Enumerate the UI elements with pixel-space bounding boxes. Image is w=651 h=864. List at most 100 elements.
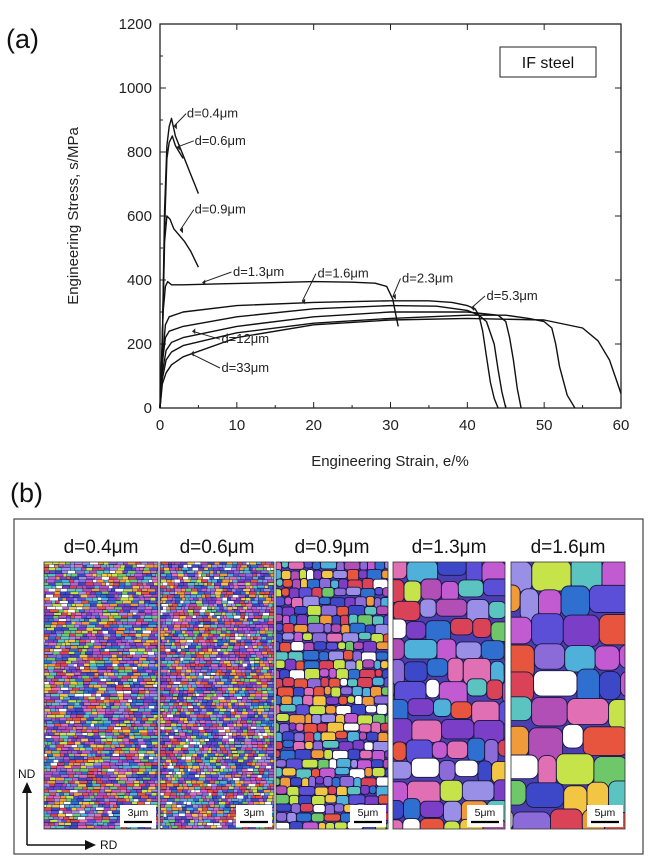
- grain: [261, 651, 268, 655]
- grain: [211, 579, 218, 584]
- grain: [106, 780, 112, 784]
- grain: [435, 598, 468, 617]
- grain: [222, 675, 229, 679]
- grain: [196, 735, 202, 739]
- grain: [251, 639, 256, 643]
- scale-bar-label: 3μm: [244, 807, 265, 819]
- grain: [48, 816, 54, 820]
- grain: [268, 603, 274, 608]
- grain: [65, 672, 75, 676]
- grain: [161, 639, 167, 643]
- grain: [89, 801, 96, 805]
- grain: [358, 631, 372, 641]
- grain: [226, 771, 232, 776]
- grain: [316, 722, 328, 733]
- grain: [132, 594, 139, 598]
- grain: [78, 579, 86, 583]
- grain: [150, 570, 157, 574]
- grain: [242, 729, 248, 734]
- grain: [148, 753, 156, 757]
- grain: [46, 798, 55, 802]
- grain: [199, 693, 204, 697]
- grain: [184, 612, 189, 616]
- grain: [76, 714, 84, 718]
- grain: [221, 825, 229, 829]
- grain: [104, 648, 110, 652]
- grain: [186, 816, 194, 820]
- grain: [212, 729, 219, 734]
- grain: [122, 570, 128, 574]
- grain: [256, 570, 262, 575]
- grain: [180, 579, 184, 583]
- grain: [140, 696, 146, 700]
- grain: [48, 732, 55, 736]
- grain: [184, 795, 191, 799]
- grain: [233, 666, 239, 671]
- grain: [55, 792, 60, 797]
- grain: [160, 579, 167, 583]
- grain: [171, 744, 176, 748]
- grain: [87, 630, 92, 634]
- grain: [331, 777, 341, 788]
- grain: [261, 636, 267, 641]
- grain: [193, 708, 199, 712]
- grain: [119, 579, 126, 583]
- grain: [182, 618, 187, 623]
- grain: [179, 600, 185, 604]
- grain: [132, 672, 141, 676]
- grain: [103, 747, 112, 751]
- grain: [359, 749, 373, 760]
- grain: [218, 819, 223, 824]
- grain: [210, 657, 217, 661]
- grain: [271, 669, 274, 674]
- grain: [84, 762, 94, 767]
- grain: [88, 810, 94, 814]
- grain: [187, 774, 195, 779]
- grain: [71, 822, 78, 827]
- grain: [146, 798, 153, 803]
- grain: [282, 677, 295, 687]
- grain: [97, 597, 102, 601]
- grain: [330, 686, 342, 698]
- grain: [393, 741, 407, 762]
- grain: [105, 732, 114, 737]
- grain: [144, 615, 153, 619]
- grain: [130, 729, 139, 733]
- grain: [87, 759, 95, 763]
- grain: [243, 633, 248, 637]
- grain: [245, 609, 253, 613]
- grain: [122, 651, 130, 655]
- grain: [130, 582, 138, 587]
- grain: [410, 757, 440, 778]
- grain: [118, 696, 124, 701]
- grain: [123, 690, 132, 694]
- grain: [133, 639, 142, 643]
- map-border: [43, 561, 159, 830]
- grain: [133, 741, 139, 745]
- grain: [190, 735, 197, 739]
- grain: [203, 654, 210, 658]
- grain: [74, 609, 80, 613]
- grain: [618, 644, 625, 669]
- grain: [209, 654, 217, 658]
- grain: [61, 567, 71, 571]
- grain: [269, 738, 274, 742]
- grain: [63, 738, 69, 742]
- grain: [259, 663, 267, 667]
- grain: [201, 816, 209, 820]
- grain: [132, 615, 141, 620]
- grain: [143, 594, 153, 598]
- grain: [94, 813, 102, 818]
- grain: [325, 641, 339, 651]
- grain: [246, 675, 253, 679]
- grain: [54, 666, 61, 669]
- grain: [89, 714, 98, 718]
- grain: [272, 603, 274, 608]
- grain: [61, 747, 70, 751]
- grain: [151, 747, 158, 752]
- grain: [238, 624, 247, 628]
- grain: [44, 711, 48, 715]
- grain: [260, 738, 265, 742]
- grain: [302, 650, 320, 661]
- grain: [179, 594, 186, 599]
